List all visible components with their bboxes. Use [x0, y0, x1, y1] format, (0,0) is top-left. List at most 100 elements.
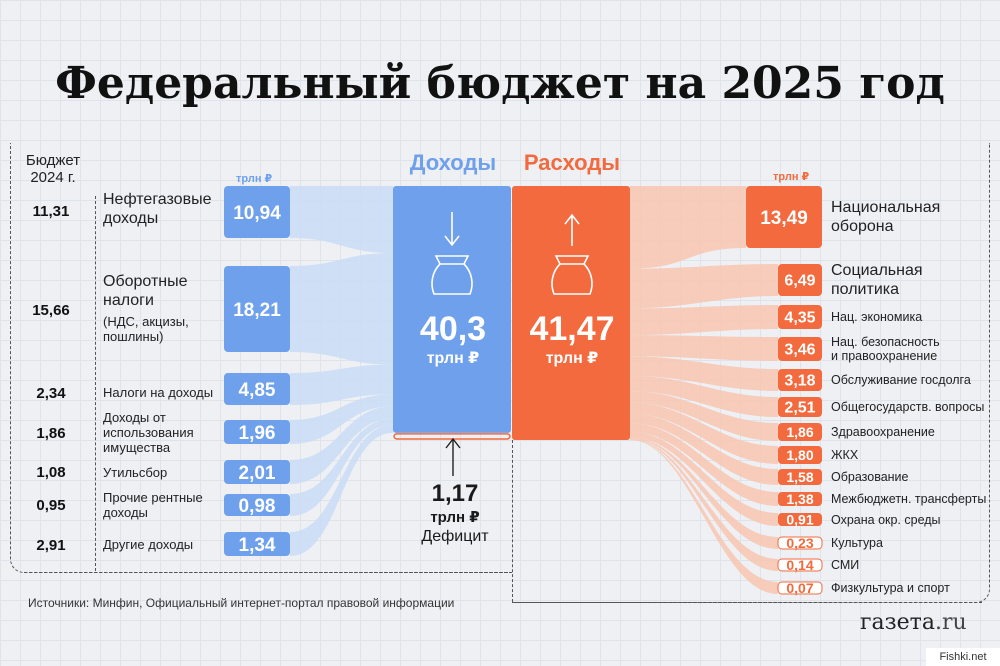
expense-bar-value-9: 1,38: [786, 491, 813, 507]
income-label-5: Прочие рентные доходы: [103, 490, 203, 520]
expense-flow-7: [630, 402, 778, 464]
expense-label-2: Нац. экономика: [831, 310, 923, 324]
expense-flow-0: [630, 186, 746, 269]
expense-bar-value-2: 4,35: [784, 310, 815, 327]
income-flow-5: [290, 418, 393, 516]
expense-bar-value-11: 0,23: [786, 535, 813, 551]
income-label-1: Оборотные налоги (НДС, акцизы, пошлины): [103, 272, 228, 344]
budget-2024-value-6: 2,91: [36, 537, 66, 554]
expense-label-5: Общегосударств. вопросы: [831, 400, 985, 414]
expense-total-bar: [512, 186, 630, 440]
income-flow-4: [290, 406, 393, 484]
income-bar-0: [224, 186, 290, 238]
income-bar-5: [224, 494, 290, 516]
expense-label-4: Обслуживание госдолга: [831, 373, 971, 387]
income-bar-4: [224, 460, 290, 484]
budget-2024-value-4: 1,08: [36, 464, 66, 481]
deficit-bar: [393, 433, 511, 440]
expense-flow-8: [630, 413, 778, 485]
expense-label-1: Социальная политика: [831, 262, 923, 298]
expense-bar-value-12: 0,14: [786, 557, 813, 573]
expense-bar-5: [778, 397, 822, 417]
income-label-6: Другие доходы: [103, 537, 194, 552]
expense-bar-value-13: 0,07: [786, 580, 813, 596]
expense-bar-13: [777, 581, 823, 595]
expense-bar-4: [778, 369, 822, 391]
deficit-arrow-icon: [445, 437, 461, 476]
expense-bar-7: [778, 446, 822, 464]
deficit-label: Дефицит: [421, 528, 489, 545]
expense-bar-value-10: 0,91: [786, 512, 813, 528]
expense-bar-value-4: 3,18: [784, 373, 815, 390]
expense-label-13: Физкультура и спорт: [831, 581, 950, 595]
expense-flow-4: [630, 356, 778, 391]
budget-2024-header: Бюджет 2024 г.: [25, 152, 81, 186]
income-header: Доходы: [409, 150, 497, 175]
income-flow-3: [290, 394, 393, 444]
income-total-unit: трлн ₽: [426, 350, 480, 367]
brand-logo: газета.ru: [860, 610, 967, 635]
sources-note: Источники: Минфин, Официальный интернет-…: [28, 596, 455, 610]
income-bar-value-4: 2,01: [239, 463, 276, 484]
expense-bar-value-1: 6,49: [784, 273, 815, 290]
income-flow-1: [290, 253, 393, 365]
page-title: Федеральный бюджет на 2025 год: [55, 58, 945, 109]
income-label-3: Доходы от использования имущества: [103, 410, 194, 455]
budget-2024-value-5: 0,95: [36, 497, 66, 514]
expense-pot-icon: [551, 213, 593, 295]
expense-label-8: Образование: [831, 470, 909, 484]
expense-bar-2: [778, 305, 822, 329]
expense-bar-value-3: 3,46: [784, 342, 815, 359]
expense-bar-value-0: 13,49: [760, 208, 808, 229]
expense-flow-6: [630, 391, 778, 441]
expense-label-11: Культура: [831, 536, 883, 550]
budget-2024-value-3: 1,86: [36, 425, 66, 442]
expense-flow-11: [630, 437, 778, 549]
deficit-value: 1,17: [431, 480, 479, 507]
income-bar-6: [224, 532, 290, 556]
income-flow-6: [290, 424, 393, 556]
expense-flow-1: [630, 264, 778, 309]
brand-tld: .ru: [934, 610, 967, 635]
expense-total-value: 41,47: [529, 310, 615, 348]
expense-bar-value-7: 1,80: [786, 447, 813, 463]
income-label-sub-1: (НДС, акцизы, пошлины): [103, 314, 189, 344]
deficit-unit: трлн ₽: [430, 509, 480, 526]
budget-2024-value-0: 11,31: [32, 203, 70, 220]
income-label-0: Нефтегазовые доходы: [103, 191, 212, 227]
expense-label-10: Охрана окр. среды: [831, 512, 941, 527]
income-bar-value-6: 1,34: [239, 535, 276, 556]
income-bar-2: [224, 373, 290, 405]
income-total: 40,3 трлн ₽: [393, 310, 513, 368]
income-bar-value-2: 4,85: [239, 380, 276, 401]
expense-label-6: Здравоохранение: [831, 425, 935, 439]
income-bar-value-0: 10,94: [233, 203, 281, 224]
expense-flow-10: [630, 431, 778, 526]
expense-flow-5: [630, 375, 778, 417]
expense-bar-value-8: 1,58: [786, 469, 813, 485]
expense-flow-12: [630, 438, 778, 571]
watermark: Fishki.net: [926, 648, 1000, 666]
income-bar-value-1: 18,21: [233, 300, 281, 321]
expense-flow-3: [630, 335, 778, 361]
expense-frame-left: [512, 440, 513, 602]
income-bar-value-5: 0,98: [239, 496, 276, 517]
expense-bar-6: [778, 423, 822, 441]
income-label-4: Утильсбор: [103, 465, 168, 480]
income-flow-0: [290, 186, 393, 254]
expense-header: Расходы: [523, 150, 621, 175]
income-total-value: 40,3: [419, 310, 487, 348]
expense-bar-value-5: 2,51: [784, 400, 815, 417]
expense-bar-1: [778, 264, 822, 296]
expense-bar-11: [777, 536, 823, 550]
expense-flow-2: [630, 305, 778, 336]
expense-bar-12: [777, 558, 823, 572]
expense-bar-3: [778, 337, 822, 361]
expense-label-7: ЖКХ: [831, 448, 859, 462]
expense-bar-10: [778, 513, 822, 526]
expense-total: 41,47 трлн ₽: [512, 310, 632, 368]
expense-label-0: Национальная оборона: [831, 199, 941, 235]
expense-label-9: Межбюджетн. трансферты: [831, 492, 987, 506]
expense-flow-9: [630, 423, 778, 506]
